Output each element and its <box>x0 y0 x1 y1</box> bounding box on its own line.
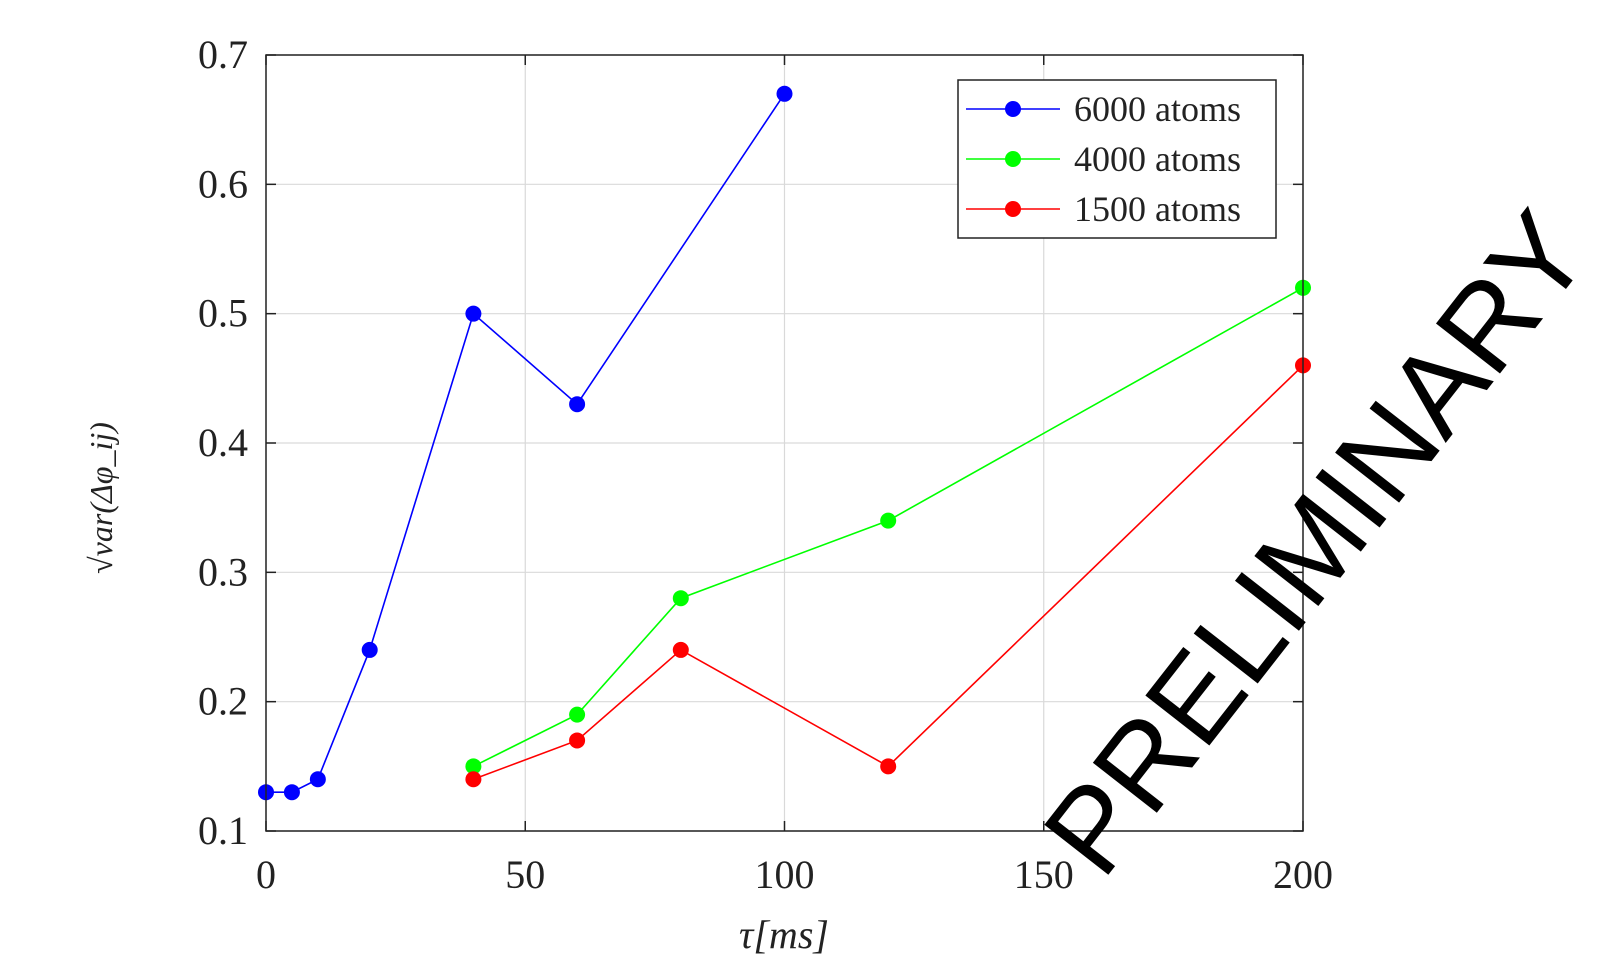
y-tick-label: 0.7 <box>198 32 248 77</box>
x-axis-label: τ[ms] <box>739 912 829 957</box>
series-0 <box>258 85 793 801</box>
y-tick-label: 0.4 <box>198 420 248 465</box>
legend-label: 4000 atoms <box>1074 139 1241 179</box>
x-tick-label: 100 <box>755 852 815 897</box>
legend: 6000 atoms 4000 atoms 1500 atoms <box>957 79 1277 239</box>
legend-item: 6000 atoms <box>966 89 1241 129</box>
data-point <box>880 758 897 775</box>
legend-item: 4000 atoms <box>966 139 1241 179</box>
x-tick-label: 0 <box>256 852 276 897</box>
y-tick-label: 0.3 <box>198 549 248 594</box>
x-tick-label: 200 <box>1273 852 1333 897</box>
legend-swatch-marker <box>1005 201 1021 217</box>
legend-item: 1500 atoms <box>966 189 1241 229</box>
y-tick-label: 0.6 <box>198 161 248 206</box>
x-tick-label: 150 <box>1014 852 1074 897</box>
data-point <box>361 641 378 658</box>
data-point <box>880 512 897 529</box>
data-point <box>465 771 482 788</box>
tick-labels: 0 50 100 150 200 0.1 0.2 0.3 0.4 0.5 0.6 0.7 <box>198 32 1333 897</box>
data-point <box>569 706 586 723</box>
legend-label: 6000 atoms <box>1074 89 1241 129</box>
data-point <box>283 784 300 801</box>
y-tick-label: 0.1 <box>198 808 248 853</box>
data-point <box>465 758 482 775</box>
data-point <box>776 85 793 102</box>
data-point <box>569 396 586 413</box>
legend-label: 1500 atoms <box>1074 189 1241 229</box>
data-point <box>465 305 482 322</box>
data-point <box>672 641 689 658</box>
y-axis-label: √var(Δφ_ij) <box>83 422 119 574</box>
y-tick-label: 0.5 <box>198 291 248 336</box>
data-point <box>569 732 586 749</box>
ticks <box>265 54 1304 832</box>
legend-swatch-marker <box>1005 151 1021 167</box>
legend-swatch-marker <box>1005 101 1021 117</box>
data-point <box>672 590 689 607</box>
data-point <box>309 771 326 788</box>
x-tick-label: 50 <box>505 852 545 897</box>
series-1 <box>465 279 1311 775</box>
y-tick-label: 0.2 <box>198 679 248 724</box>
